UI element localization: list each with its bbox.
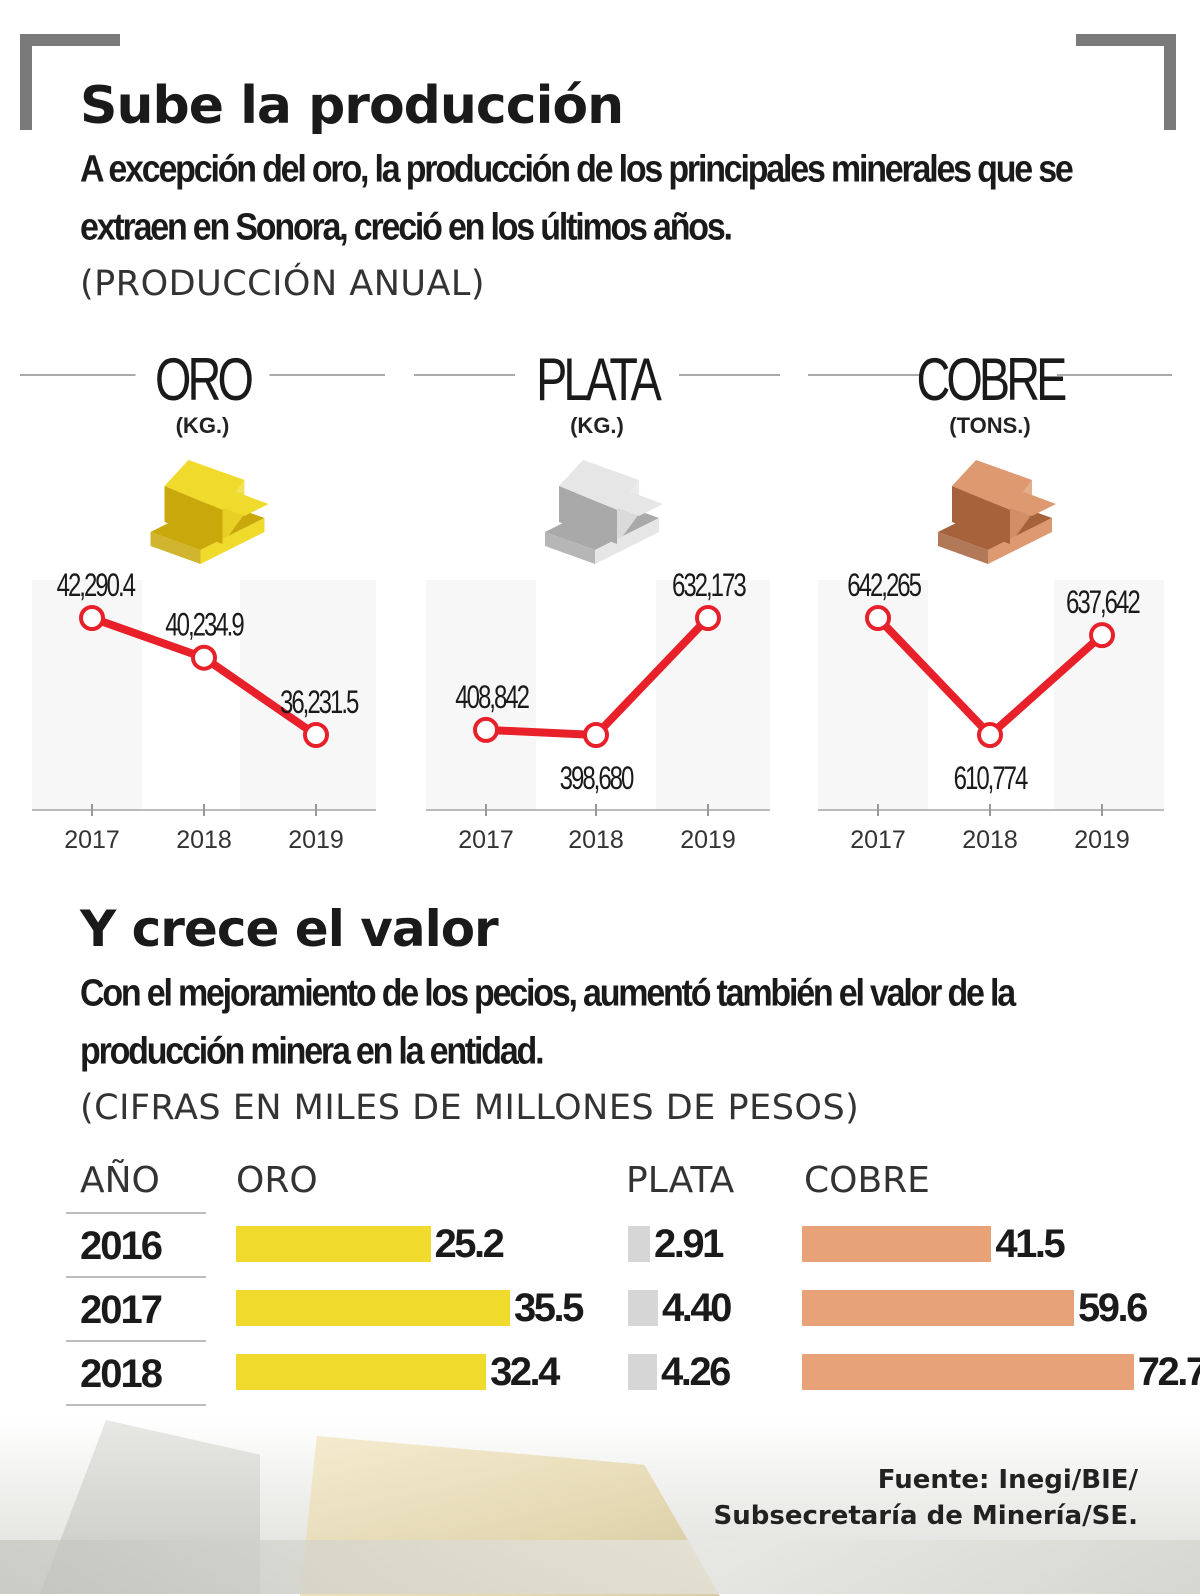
- copper-bars-icon: [938, 460, 1056, 564]
- chart-title-oro: ORO: [155, 346, 252, 413]
- mining-truck-background: [0, 1420, 1200, 1596]
- corner-bracket-right-vertical: [1164, 34, 1176, 130]
- chart-unit-plata: (KG.): [570, 413, 624, 438]
- row-divider: [66, 1212, 206, 1214]
- x-tick-label: 2018: [962, 826, 1018, 854]
- bar-oro: [236, 1354, 487, 1390]
- data-point: [695, 605, 721, 631]
- data-label: 398,680: [560, 761, 634, 797]
- bar-value-label: 72.7: [1137, 1350, 1200, 1394]
- headline: Sube la producción: [80, 76, 624, 136]
- chart-unit-cobre: (TONS.): [949, 413, 1030, 438]
- bar-value-label: 32.4: [490, 1350, 560, 1394]
- corner-bracket-left-vertical: [20, 34, 32, 130]
- ground-shadow-shape: [0, 1540, 1200, 1594]
- x-tick-label: 2019: [1074, 826, 1130, 854]
- source-credit: Fuente: Inegi/BIE/ Subsecretaría de Mine…: [714, 1462, 1139, 1534]
- bar-plata: [628, 1354, 658, 1390]
- data-point: [1089, 622, 1115, 649]
- chart-panel-band: [142, 580, 240, 810]
- chart-title-cobre: COBRE: [917, 346, 1066, 413]
- data-label: 36,231.5: [280, 685, 359, 721]
- silver-bars-icon: [545, 460, 663, 564]
- chart-unit-oro: (KG.): [176, 413, 230, 438]
- chart-title-plata: PLATA: [536, 346, 662, 413]
- row-divider: [66, 1404, 206, 1406]
- x-tick-label: 2019: [288, 826, 344, 854]
- data-point: [865, 605, 891, 631]
- data-label: 637,642: [1066, 585, 1140, 621]
- chart-oro: ORO(KG.) 2017 2018 2019 42,290.4 40,234.9 36,2…: [20, 346, 385, 854]
- bar-cobre: [802, 1354, 1134, 1390]
- source-line-2: Subsecretaría de Minería/SE.: [713, 1501, 1139, 1531]
- source-line-1: Fuente: Inegi/BIE/: [877, 1465, 1138, 1495]
- corner-bracket-left-horizontal: [20, 34, 120, 46]
- data-point: [79, 605, 105, 631]
- column-header-year: AÑO: [80, 1160, 160, 1201]
- bar-value-label: 4.40: [662, 1286, 732, 1330]
- x-tick-label: 2018: [568, 826, 624, 854]
- production-unit-note: (PRODUCCIÓN ANUAL): [80, 264, 486, 304]
- chart-plata: PLATA(KG.) 2017 2018 2019 408,842 398,680 632,…: [414, 346, 780, 854]
- bar-value-label: 41.5: [995, 1222, 1065, 1266]
- bar-plata: [628, 1290, 658, 1326]
- chart-cobre: COBRE(TONS.) 2017 2018 2019 642,265 610,774 63…: [808, 346, 1172, 854]
- data-point: [191, 644, 217, 671]
- bar-value-label: 59.6: [1078, 1286, 1148, 1330]
- x-tick-label: 2017: [850, 826, 906, 854]
- data-label: 40,234.9: [165, 607, 244, 643]
- x-tick-label: 2017: [458, 826, 514, 854]
- row-year: 2016: [80, 1224, 163, 1268]
- corner-bracket-right-horizontal: [1076, 34, 1176, 46]
- data-label: 610,774: [954, 761, 1029, 797]
- row-year: 2018: [80, 1352, 163, 1396]
- section-title-value: Y crece el valor: [80, 900, 499, 958]
- data-point: [977, 722, 1003, 748]
- x-tick-label: 2017: [64, 826, 120, 854]
- headline-deck: A excepción del oro, la producción de lo…: [80, 147, 1074, 249]
- bar-value-label: 25.2: [434, 1222, 505, 1266]
- x-tick-label: 2018: [176, 826, 232, 854]
- row-divider: [66, 1340, 206, 1342]
- data-label: 42,290.4: [57, 568, 137, 604]
- data-label: 642,265: [847, 568, 921, 604]
- bar-value-label: 35.5: [514, 1286, 584, 1330]
- bar-oro: [236, 1226, 431, 1262]
- column-header-silver: PLATA: [626, 1160, 735, 1201]
- column-header-copper: COBRE: [804, 1160, 930, 1201]
- value-bar-table: AÑO ORO PLATA COBRE 2016 25.2 2.91 41.5 2017…: [0, 1160, 1200, 1420]
- production-line-charts: ORO(KG.)2017 2018 201942,290.440,234.936,2…: [20, 346, 1172, 854]
- row-year: 2017: [80, 1288, 163, 1332]
- bar-plata: [628, 1226, 650, 1262]
- column-header-gold: ORO: [236, 1160, 318, 1201]
- row-divider: [66, 1276, 206, 1278]
- bar-cobre: [802, 1290, 1074, 1326]
- bar-cobre: [802, 1226, 992, 1262]
- bar-value-label: 2.91: [654, 1222, 724, 1266]
- section-deck-value: Con el mejoramiento de los pecios, aumen…: [80, 971, 1016, 1073]
- value-unit-note: (CIFRAS EN MILES DE MILLONES DE PESOS): [80, 1088, 860, 1128]
- data-point: [303, 722, 329, 748]
- data-label: 632,173: [672, 568, 746, 604]
- bar-oro: [236, 1290, 510, 1326]
- gold-bars-icon: [150, 460, 269, 564]
- data-point: [473, 716, 499, 743]
- data-point: [583, 722, 609, 748]
- x-tick-label: 2019: [680, 826, 736, 854]
- bar-value-label: 4.26: [661, 1350, 731, 1394]
- data-label: 408,842: [455, 679, 529, 715]
